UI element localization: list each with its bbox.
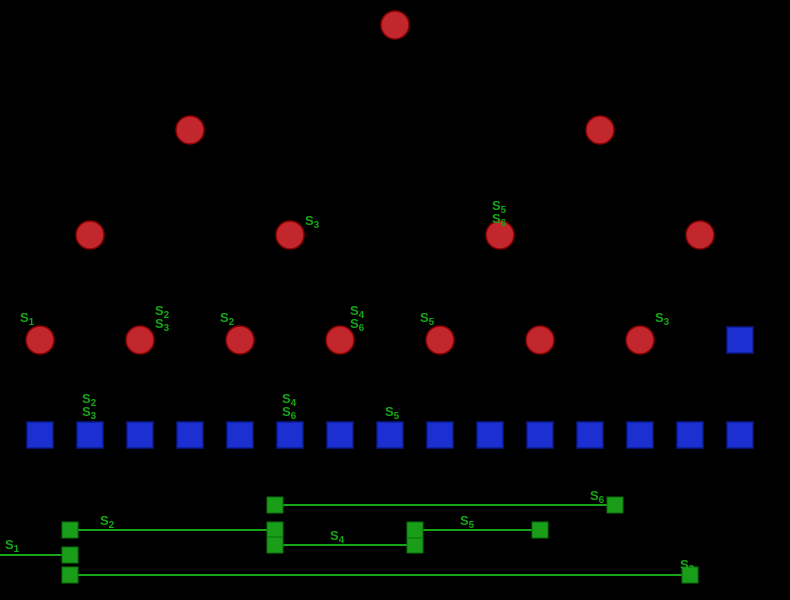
tree-node-square: [27, 422, 53, 448]
interval-endpoint: [267, 522, 283, 538]
tree-edge: [90, 235, 140, 340]
tree-node-circle: [426, 326, 454, 354]
tree-node-square: [727, 327, 753, 353]
tree-edge: [190, 130, 290, 235]
tree-node-square: [727, 422, 753, 448]
tree-edge: [40, 235, 90, 340]
node-label: S5: [385, 404, 400, 422]
tree-node-square: [327, 422, 353, 448]
tree-node-square: [377, 422, 403, 448]
interval-endpoint: [62, 547, 78, 563]
tree-node-circle: [26, 326, 54, 354]
node-label: S1: [20, 310, 35, 328]
tree-node-square: [227, 422, 253, 448]
tree-node-circle: [381, 11, 409, 39]
interval-label: S5: [460, 513, 475, 531]
node-label: S3: [305, 213, 320, 231]
tree-node-circle: [276, 221, 304, 249]
tree-node-square: [577, 422, 603, 448]
tree-node-square: [127, 422, 153, 448]
diagram-canvas: S3S5S6S1S2S3S2S4S6S5S3S2S3S4S6S5S1S2S3S4…: [0, 0, 790, 600]
tree-edge: [700, 235, 740, 340]
tree-edge: [90, 130, 190, 235]
interval-endpoint: [267, 497, 283, 513]
tree-edge: [440, 235, 500, 340]
tree-node-circle: [176, 116, 204, 144]
interval-endpoint: [407, 537, 423, 553]
tree-node-square: [177, 422, 203, 448]
interval-label: S4: [330, 528, 345, 546]
interval-endpoint: [62, 522, 78, 538]
tree-node-circle: [626, 326, 654, 354]
node-label: S2: [220, 310, 235, 328]
tree-node-circle: [686, 221, 714, 249]
interval-endpoint: [532, 522, 548, 538]
tree-node-square: [77, 422, 103, 448]
tree-node-square: [277, 422, 303, 448]
tree-edge: [240, 235, 290, 340]
tree-node-circle: [76, 221, 104, 249]
tree-node-square: [427, 422, 453, 448]
tree-edge: [600, 130, 700, 235]
interval-label: S2: [100, 513, 115, 531]
tree-edge: [640, 235, 700, 340]
tree-node-square: [677, 422, 703, 448]
tree-node-circle: [526, 326, 554, 354]
tree-edge: [500, 235, 540, 340]
tree-node-circle: [226, 326, 254, 354]
tree-edge: [190, 25, 395, 130]
tree-edge: [290, 235, 340, 340]
interval-endpoint: [607, 497, 623, 513]
tree-node-circle: [586, 116, 614, 144]
tree-edge: [500, 130, 600, 235]
tree-node-square: [477, 422, 503, 448]
node-label: S3: [655, 310, 670, 328]
interval-endpoint: [407, 522, 423, 538]
node-label: S5: [420, 310, 435, 328]
interval-endpoint: [267, 537, 283, 553]
tree-node-square: [627, 422, 653, 448]
interval-label: S1: [5, 537, 20, 555]
interval-label: S6: [590, 488, 605, 506]
tree-node-circle: [126, 326, 154, 354]
tree-edge: [395, 25, 600, 130]
interval-endpoint: [62, 567, 78, 583]
tree-node-square: [527, 422, 553, 448]
